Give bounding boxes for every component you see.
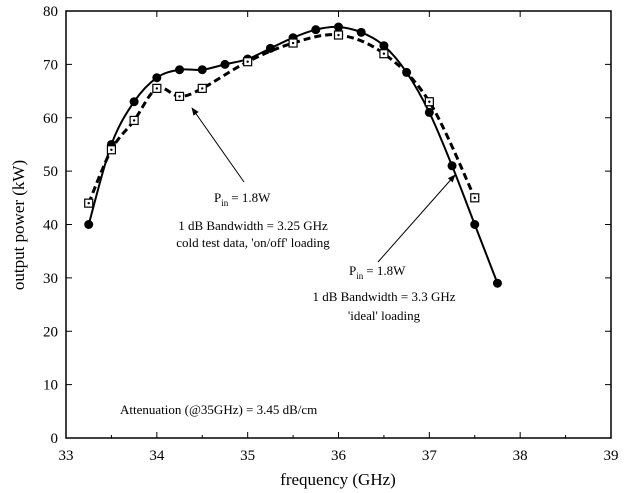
- y-tick-label: 0: [51, 431, 59, 447]
- annotation-line: cold test data, 'on/off' loading: [176, 235, 330, 250]
- data-point-filled-circle: [175, 65, 185, 75]
- x-tick-label: 39: [604, 448, 619, 464]
- data-point-filled-circle: [84, 220, 94, 229]
- data-point-open-square: [288, 38, 298, 48]
- data-point-open-square: [84, 198, 94, 208]
- data-point-filled-circle: [424, 107, 434, 117]
- y-tick-label: 80: [43, 4, 58, 20]
- plot-frame: [65, 10, 612, 439]
- data-point-filled-circle: [379, 41, 389, 51]
- annotation-line: = 1.8W: [366, 263, 406, 278]
- y-tick-label: 70: [43, 57, 58, 73]
- y-axis-ticks: 0 10 20 30 40 50 60 70 80: [43, 4, 611, 447]
- x-axis-ticks: 33 34 35 36 37 38 39: [59, 11, 619, 464]
- annotation-ideal: Pin = 1.8W 1 dB Bandwidth = 3.3 GHz 'idea…: [312, 174, 456, 323]
- data-point-filled-circle: [447, 161, 457, 171]
- annotation-line: 'ideal' loading: [348, 308, 421, 323]
- data-point-open-square: [129, 115, 139, 126]
- data-point-open-square: [424, 97, 434, 107]
- annotation-p-letter: P: [349, 263, 356, 278]
- y-tick-label: 60: [43, 111, 58, 127]
- x-tick-label: 36: [331, 448, 347, 464]
- data-point-filled-circle: [334, 22, 343, 32]
- data-point-open-square: [106, 145, 117, 155]
- y-axis-label: output power (kW): [9, 160, 28, 290]
- annotation-arrow-cold-test: [191, 107, 245, 183]
- data-point-open-square: [470, 193, 480, 203]
- data-point-filled-circle: [492, 278, 502, 288]
- x-tick-label: 35: [240, 448, 255, 464]
- y-tick-label: 40: [43, 218, 58, 234]
- data-point-filled-circle: [311, 25, 321, 35]
- data-point-filled-circle: [356, 27, 366, 37]
- data-point-filled-circle: [129, 97, 139, 107]
- data-point-open-square: [379, 49, 389, 59]
- data-point-filled-circle: [470, 220, 480, 229]
- annotation-line: = 1.8W: [231, 190, 271, 205]
- x-tick-label: 38: [513, 448, 528, 464]
- data-point-filled-circle: [152, 73, 162, 83]
- data-point-filled-circle: [197, 65, 207, 75]
- data-point-open-square: [174, 91, 185, 102]
- svg-text:Pin= 1.8W: Pin = 1.8W: [214, 190, 271, 208]
- annotation-p-letter: P: [214, 190, 221, 205]
- series-layer: [84, 22, 502, 288]
- annotation-p-sub: in: [221, 198, 229, 208]
- annotation-line: 1 dB Bandwidth = 3.25 GHz: [178, 218, 328, 233]
- data-point-open-square: [333, 30, 344, 40]
- y-tick-label: 50: [43, 164, 58, 180]
- data-point-open-square: [152, 83, 162, 93]
- annotation-line: 1 dB Bandwidth = 3.3 GHz: [312, 289, 455, 304]
- data-point-open-square: [197, 83, 207, 93]
- data-point-filled-circle: [265, 43, 275, 53]
- series-line-1: [87, 33, 477, 204]
- x-tick-label: 34: [149, 448, 165, 464]
- x-axis-label: frequency (GHz): [280, 470, 396, 489]
- attenuation-footnote: Attenuation (@35GHz) = 3.45 dB/cm: [120, 402, 317, 417]
- y-tick-label: 30: [43, 271, 58, 287]
- y-tick-label: 20: [43, 324, 58, 340]
- svg-text:Pin= 1.8W: Pin = 1.8W: [349, 263, 406, 281]
- x-tick-label: 37: [422, 448, 438, 464]
- y-tick-label: 10: [43, 378, 58, 394]
- x-tick-label: 33: [59, 448, 74, 464]
- data-point-open-square: [243, 57, 253, 67]
- annotation-arrow-ideal: [377, 174, 456, 263]
- annotation-cold-test: Pin = 1.8W 1 dB Bandwidth = 3.25 GHz cold…: [176, 107, 330, 250]
- data-point-filled-circle: [402, 67, 412, 77]
- data-point-filled-circle: [220, 59, 230, 69]
- annotation-p-sub: in: [356, 271, 364, 281]
